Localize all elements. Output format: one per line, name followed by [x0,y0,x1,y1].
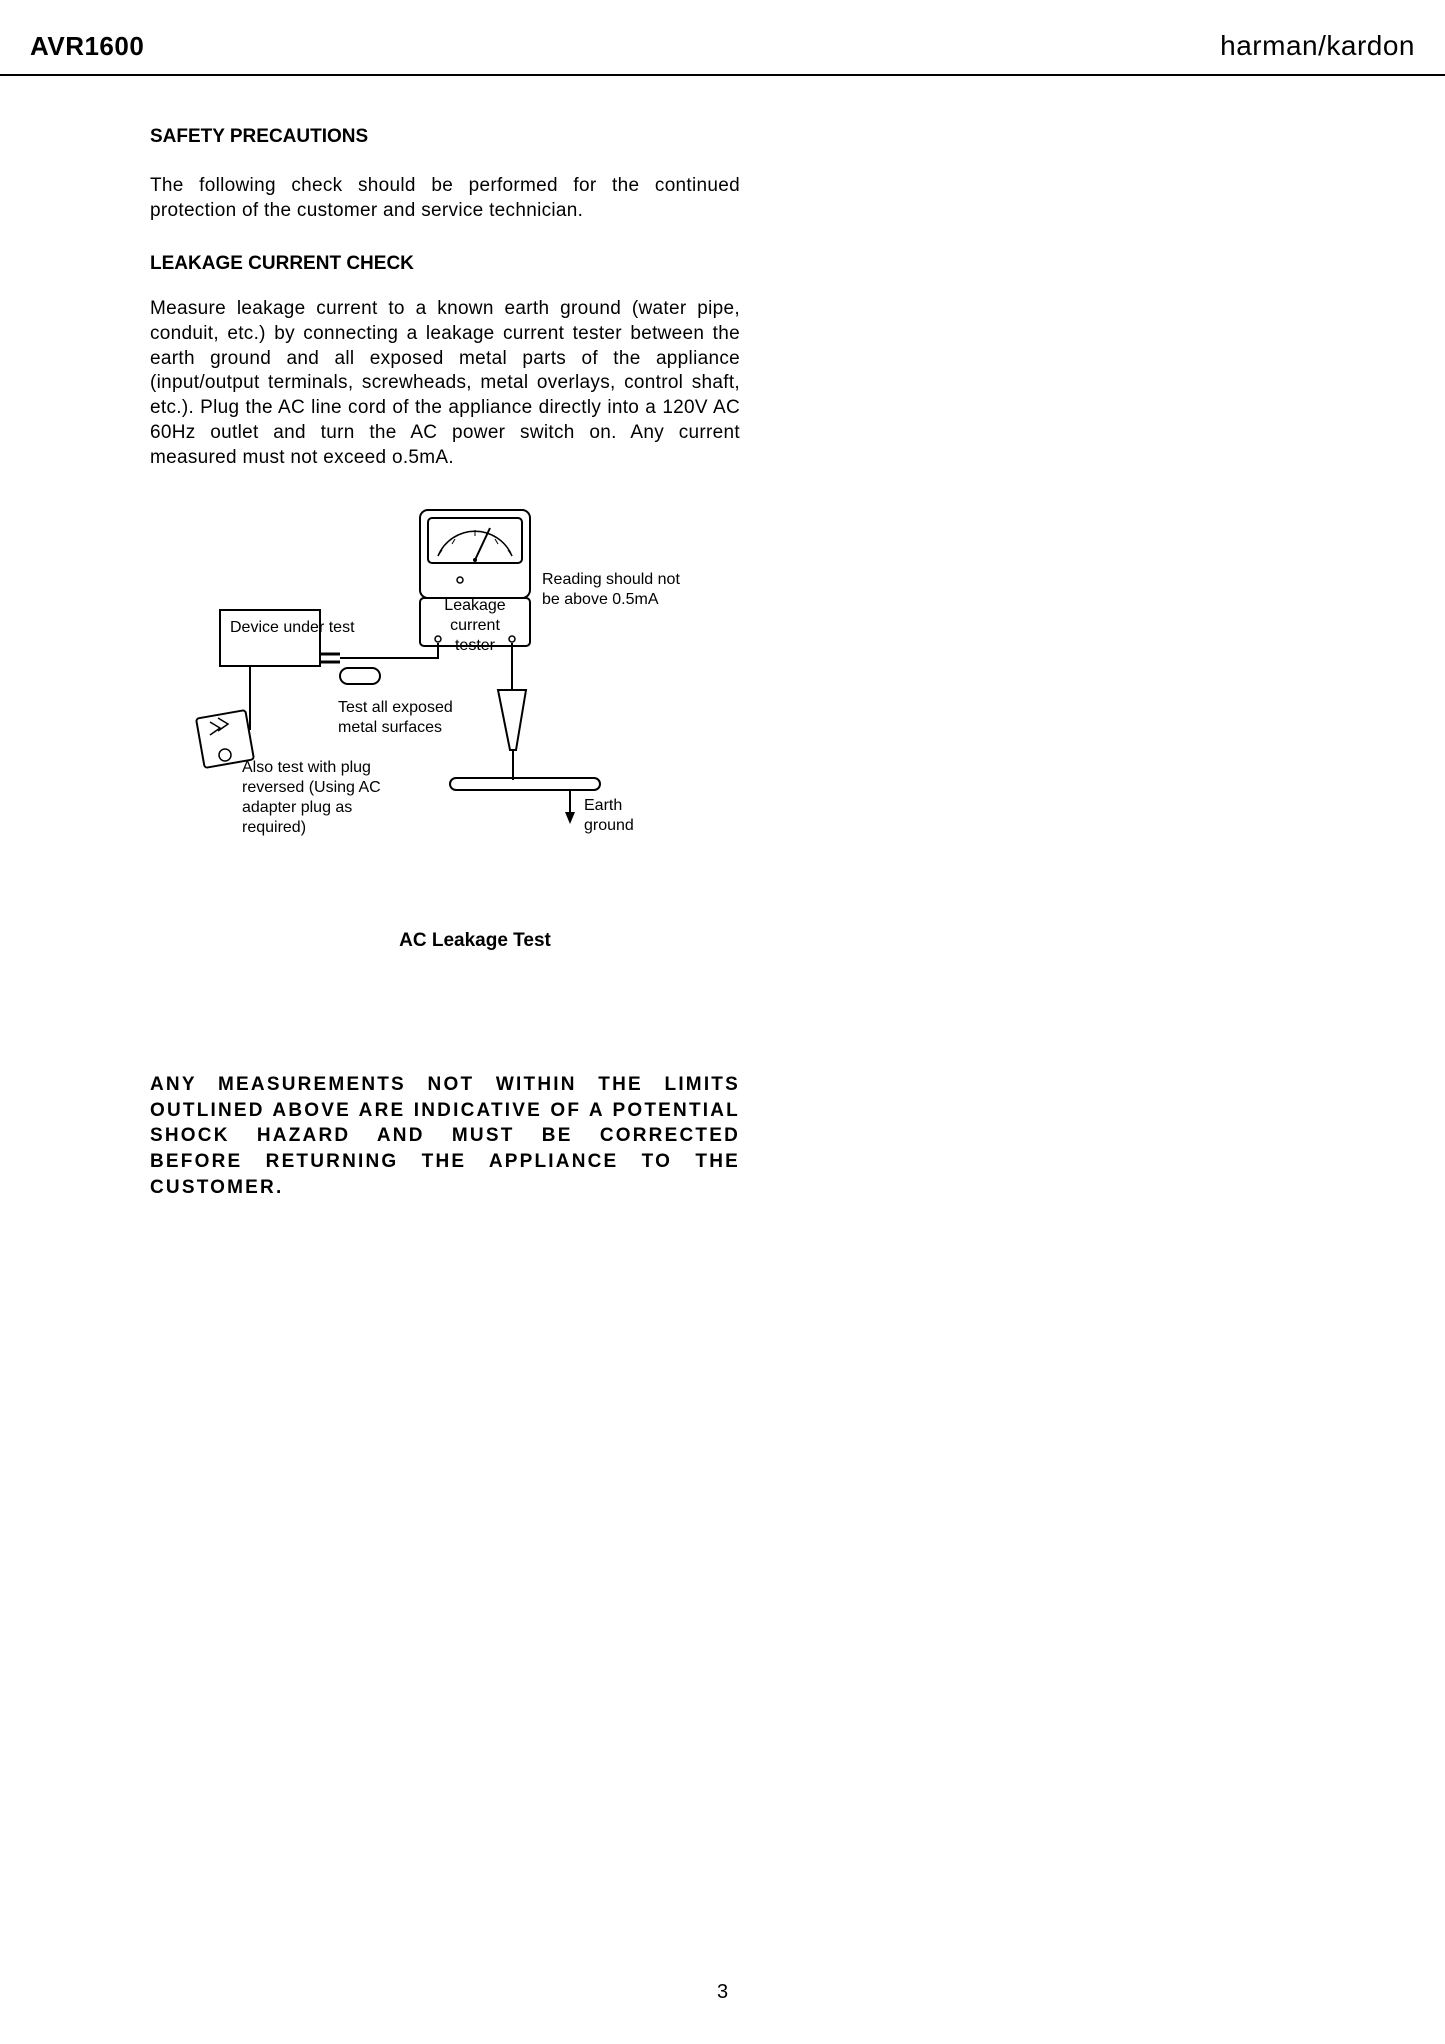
content-area: SAFETY PRECAUTIONS The following check s… [0,76,740,1200]
device-label: Device under test [230,618,355,638]
brand-name: harman/kardon [1220,30,1415,62]
safety-heading: SAFETY PRECAUTIONS [150,126,740,148]
reading-label: Reading should not be above 0.5mA [542,570,682,610]
leakage-diagram: Device under test Leakage current tester… [180,500,740,900]
warning-paragraph: ANY MEASUREMENTS NOT WITHIN THE LIMITS O… [150,1072,740,1200]
model-name: AVR1600 [30,31,144,62]
page-header: AVR1600 harman/kardon [0,0,1445,76]
leakage-paragraph: Measure leakage current to a known earth… [150,297,740,470]
diagram-caption: AC Leakage Test [210,930,740,952]
test-all-label: Test all exposed metal surfaces [338,698,468,738]
tester-label-line2: current [450,617,500,634]
earth-label: Earth ground [584,796,664,836]
intro-paragraph: The following check should be performed … [150,174,740,223]
tester-label-line1: Leakage [444,597,505,614]
leakage-heading: LEAKAGE CURRENT CHECK [150,253,740,275]
tester-label: Leakage current tester [438,596,512,656]
tester-label-line3: tester [455,637,495,654]
also-test-label: Also test with plug reversed (Using AC a… [242,758,412,838]
device-label-text: Device under test [230,619,355,636]
page-number: 3 [717,1981,728,2004]
